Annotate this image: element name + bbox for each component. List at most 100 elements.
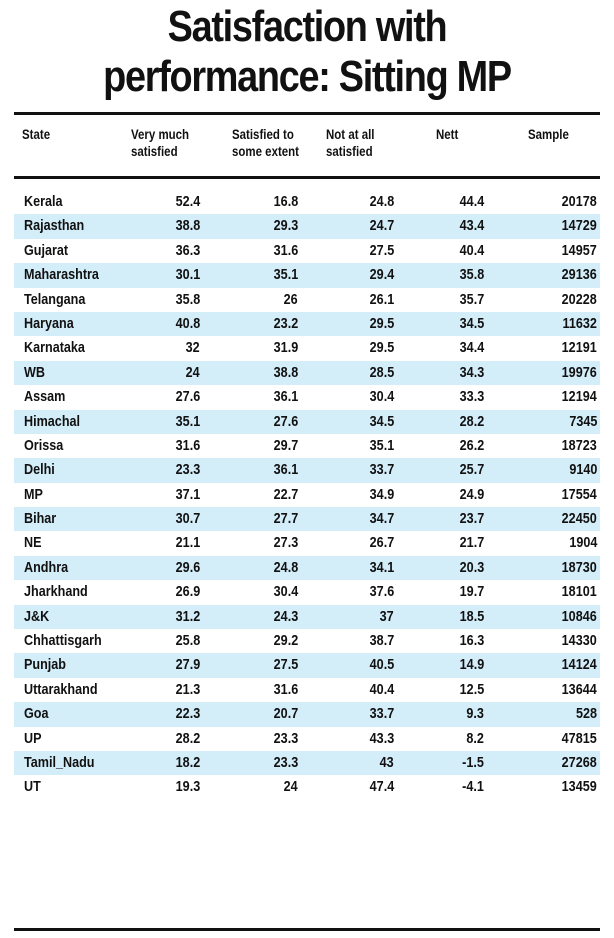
sample-cell: 14957 — [561, 241, 597, 259]
column-header-line: Sample — [528, 126, 569, 142]
nett-cell: 26.2 — [459, 436, 484, 454]
sample-cell: 22450 — [561, 510, 597, 528]
sample-cell: 13459 — [561, 778, 597, 796]
column-header-line: Very much — [131, 126, 190, 142]
bottom-rule — [14, 928, 600, 931]
state-cell: MP — [24, 485, 43, 503]
state-cell: Uttarakhand — [24, 680, 98, 698]
state-cell: Bihar — [24, 510, 57, 528]
very-much-satisfied-cell: 35.1 — [175, 412, 200, 430]
not-at-all-satisfied-cell: 47.4 — [369, 778, 394, 796]
satisfied-some-extent-cell: 36.1 — [273, 388, 298, 406]
not-at-all-satisfied-cell: 34.9 — [369, 485, 394, 503]
very-much-satisfied-cell: 18.2 — [175, 753, 200, 771]
sample-cell: 47815 — [561, 729, 597, 747]
column-header-sample: Sample — [528, 126, 569, 143]
table-row: Gujarat 36.3 31.6 27.5 40.4 14957 — [14, 239, 600, 263]
nett-cell: 19.7 — [459, 583, 484, 601]
sample-cell: 528 — [575, 705, 597, 723]
table-row: Assam 27.6 36.1 30.4 33.3 12194 — [14, 385, 600, 409]
table-row: Orissa 31.6 29.7 35.1 26.2 18723 — [14, 434, 600, 458]
table-row: J&K 31.2 24.3 37 18.5 10846 — [14, 604, 600, 630]
table-row: Andhra 29.6 24.8 34.1 20.3 18730 — [14, 555, 600, 581]
very-much-satisfied-cell: 21.1 — [175, 534, 200, 552]
state-cell: WB — [24, 363, 45, 381]
not-at-all-satisfied-cell: 27.5 — [369, 241, 394, 259]
state-cell: Orissa — [24, 436, 64, 454]
nett-cell: 9.3 — [466, 705, 484, 723]
table-row: Himachal 35.1 27.6 34.5 28.2 7345 — [14, 409, 600, 434]
satisfied-some-extent-cell: 29.3 — [273, 217, 298, 235]
very-much-satisfied-cell: 26.9 — [175, 583, 200, 601]
table-row: Tamil_Nadu 18.2 23.3 43 -1.5 27268 — [14, 750, 600, 776]
satisfied-some-extent-cell: 16.8 — [273, 193, 298, 210]
nett-cell: 34.3 — [459, 363, 484, 381]
sample-cell: 20178 — [561, 193, 597, 210]
satisfied-some-extent-cell: 27.7 — [273, 510, 298, 528]
state-cell: Andhra — [24, 558, 69, 576]
not-at-all-satisfied-cell: 38.7 — [369, 632, 394, 650]
top-rule — [14, 112, 600, 115]
not-at-all-satisfied-cell: 34.5 — [369, 412, 394, 430]
chart-title: Satisfaction with performance: Sitting M… — [43, 2, 571, 102]
table-body: Kerala 52.4 16.8 24.8 44.4 20178 Rajasthan 38.8… — [14, 190, 600, 800]
satisfied-some-extent-cell: 31.9 — [273, 339, 298, 357]
state-cell: Punjab — [24, 656, 67, 674]
not-at-all-satisfied-cell: 40.5 — [369, 656, 394, 674]
not-at-all-satisfied-cell: 28.5 — [369, 363, 394, 381]
table-row: Rajasthan 38.8 29.3 24.7 43.4 14729 — [14, 214, 600, 239]
very-much-satisfied-cell: 29.6 — [175, 558, 200, 576]
nett-cell: 28.2 — [459, 412, 484, 430]
satisfied-some-extent-cell: 24.3 — [273, 607, 298, 625]
sample-cell: 20228 — [561, 290, 597, 308]
table-row: Chhattisgarh 25.8 29.2 38.7 16.3 14330 — [14, 629, 600, 653]
satisfied-some-extent-cell: 26 — [283, 290, 298, 308]
state-cell: Delhi — [24, 461, 55, 479]
sample-cell: 18101 — [561, 583, 597, 601]
nett-cell: 34.5 — [459, 314, 484, 332]
sample-cell: 14729 — [561, 217, 597, 235]
table-row: Karnataka 32 31.9 29.5 34.4 12191 — [14, 336, 600, 360]
nett-cell: 23.7 — [459, 510, 484, 528]
nett-cell: 34.4 — [459, 339, 484, 357]
very-much-satisfied-cell: 52.4 — [175, 193, 200, 210]
header-rule — [14, 176, 600, 179]
very-much-satisfied-cell: 23.3 — [175, 461, 200, 479]
column-header-line: Nett — [436, 126, 459, 142]
table-header: State Very much satisfied Satisfied to some … — [14, 126, 600, 174]
column-header-not-at-all-satisfied: Not at all satisfied — [326, 126, 374, 160]
very-much-satisfied-cell: 37.1 — [175, 485, 200, 503]
satisfied-some-extent-cell: 31.6 — [273, 241, 298, 259]
satisfied-some-extent-cell: 36.1 — [273, 461, 298, 479]
very-much-satisfied-cell: 27.9 — [175, 656, 200, 674]
table-row: Punjab 27.9 27.5 40.5 14.9 14124 — [14, 653, 600, 678]
state-cell: Maharashtra — [24, 266, 99, 284]
nett-cell: 40.4 — [459, 241, 484, 259]
very-much-satisfied-cell: 22.3 — [175, 705, 200, 723]
nett-cell: 14.9 — [459, 656, 484, 674]
nett-cell: 21.7 — [459, 534, 484, 552]
title-line-2: performance: Sitting MP — [103, 52, 512, 101]
column-header-line: State — [22, 126, 51, 142]
state-cell: Chhattisgarh — [24, 632, 102, 650]
state-cell: Goa — [24, 705, 49, 723]
satisfied-some-extent-cell: 20.7 — [273, 705, 298, 723]
state-cell: NE — [24, 534, 42, 552]
very-much-satisfied-cell: 32 — [185, 339, 200, 357]
very-much-satisfied-cell: 31.2 — [175, 607, 200, 625]
satisfied-some-extent-cell: 29.2 — [273, 632, 298, 650]
table-row: UP 28.2 23.3 43.3 8.2 47815 — [14, 727, 600, 751]
very-much-satisfied-cell: 24 — [185, 363, 200, 381]
satisfied-some-extent-cell: 23.2 — [273, 314, 298, 332]
state-cell: Kerala — [24, 193, 63, 210]
nett-cell: 12.5 — [459, 680, 484, 698]
not-at-all-satisfied-cell: 29.5 — [369, 314, 394, 332]
not-at-all-satisfied-cell: 43.3 — [369, 729, 394, 747]
column-header-line: satisfied — [326, 143, 373, 159]
satisfied-some-extent-cell: 27.3 — [273, 534, 298, 552]
nett-cell: 25.7 — [459, 461, 484, 479]
not-at-all-satisfied-cell: 29.4 — [369, 266, 394, 284]
satisfied-some-extent-cell: 24.8 — [273, 558, 298, 576]
not-at-all-satisfied-cell: 40.4 — [369, 680, 394, 698]
